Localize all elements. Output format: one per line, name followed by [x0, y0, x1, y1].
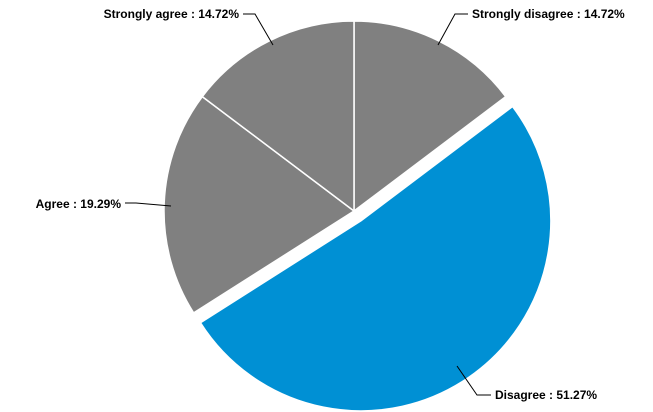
slice-label-disagree: Disagree : 51.27%: [495, 388, 597, 402]
pie-slice-disagree: [199, 105, 552, 412]
pie-slices: [163, 20, 552, 412]
leader-line-disagree: [456, 365, 491, 396]
slice-label-strongly-agree: Strongly agree : 14.72%: [104, 7, 240, 21]
pie-labels: Strongly disagree : 14.72% Disagree : 51.…: [36, 7, 625, 402]
pie-slice-strongly-disagree: [353, 20, 507, 212]
slice-label-strongly-disagree: Strongly disagree : 14.72%: [472, 7, 625, 21]
leader-line-strongly-agree: [243, 13, 274, 46]
pie-leader-lines: [125, 13, 491, 396]
pie-slice-strongly-agree: [201, 20, 355, 212]
slice-label-agree: Agree : 19.29%: [36, 197, 122, 211]
pie-slice-agree: [163, 95, 355, 314]
leader-line-strongly-disagree: [437, 13, 468, 46]
leader-line-agree: [125, 202, 172, 207]
